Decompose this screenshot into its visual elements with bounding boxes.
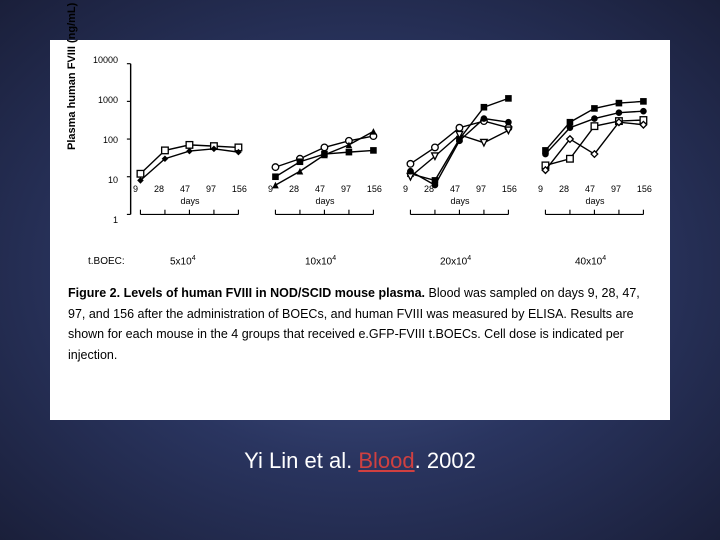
figure-box: Plasma human FVIII (ng/mL) 1 10 100 1000… [50, 40, 670, 420]
chart-panel: 9 28 47 97 156 days [260, 60, 390, 220]
y-tick: 10000 [93, 55, 118, 65]
y-tick: 1000 [98, 95, 118, 105]
x-tick: 97 [341, 184, 351, 194]
x-tick: 28 [424, 184, 434, 194]
citation-dot: . [415, 448, 421, 473]
x-tick: 156 [232, 184, 247, 194]
citation-journal: Blood [358, 448, 414, 473]
x-axis-label: days [530, 196, 660, 206]
citation-year: 2002 [427, 448, 476, 473]
citation: Yi Lin et al. Blood. 2002 [50, 448, 670, 474]
x-ticks: 9 28 47 97 156 [260, 184, 390, 194]
x-axis-label: days [125, 196, 255, 206]
x-tick: 9 [268, 184, 273, 194]
x-tick: 47 [585, 184, 595, 194]
figure-caption: Figure 2. Levels of human FVIII in NOD/S… [68, 283, 652, 366]
x-axis-label: days [395, 196, 525, 206]
dose-value: 10x104 [305, 255, 336, 267]
dose-row: t.BOEC: 5x104 10x104 20x104 40x104 [60, 248, 660, 270]
x-tick: 28 [559, 184, 569, 194]
dose-value: 40x104 [575, 255, 606, 267]
x-tick: 97 [206, 184, 216, 194]
x-tick: 156 [502, 184, 517, 194]
x-tick: 47 [180, 184, 190, 194]
caption-title: Figure 2. Levels of human FVIII in NOD/S… [68, 286, 425, 300]
x-tick: 47 [315, 184, 325, 194]
x-tick: 156 [367, 184, 382, 194]
dose-value: 20x104 [440, 255, 471, 267]
x-ticks: 9 28 47 97 156 [125, 184, 255, 194]
chart-area: Plasma human FVIII (ng/mL) 1 10 100 1000… [60, 50, 660, 270]
x-tick: 28 [154, 184, 164, 194]
x-ticks: 9 28 47 97 156 [530, 184, 660, 194]
x-tick: 97 [611, 184, 621, 194]
x-axis-label: days [260, 196, 390, 206]
slide-container: Plasma human FVIII (ng/mL) 1 10 100 1000… [0, 0, 720, 540]
citation-authors: Yi Lin et al. [244, 448, 352, 473]
x-ticks: 9 28 47 97 156 [395, 184, 525, 194]
x-tick: 28 [289, 184, 299, 194]
y-tick: 1 [113, 215, 118, 225]
x-tick: 156 [637, 184, 652, 194]
x-tick: 9 [403, 184, 408, 194]
x-tick: 9 [538, 184, 543, 194]
y-tick: 10 [108, 175, 118, 185]
dose-value: 5x104 [170, 255, 196, 267]
chart-panel: 9 28 47 97 156 days [395, 60, 525, 220]
x-tick: 97 [476, 184, 486, 194]
y-axis-label: Plasma human FVIII (ng/mL) [66, 3, 78, 150]
x-tick: 47 [450, 184, 460, 194]
x-tick: 9 [133, 184, 138, 194]
y-tick: 100 [103, 135, 118, 145]
chart-panel: 9 28 47 97 156 days [125, 60, 255, 220]
dose-prefix: t.BOEC: [88, 256, 125, 267]
chart-panel: 9 28 47 97 156 days [530, 60, 660, 220]
y-axis-ticks: 1 10 100 1000 10000 [85, 60, 120, 220]
